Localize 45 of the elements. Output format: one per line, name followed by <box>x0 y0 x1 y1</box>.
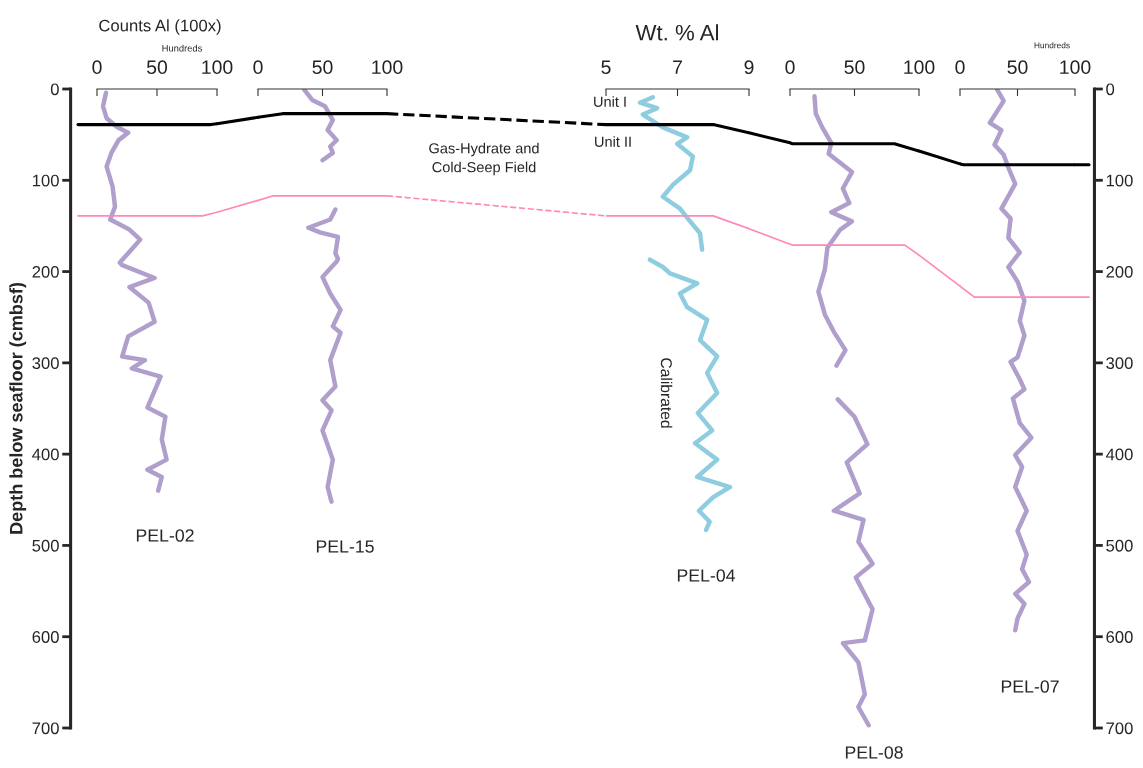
y-tick-label: 700 <box>1106 722 1133 735</box>
y-tick-label: 600 <box>32 631 59 643</box>
x-tick-label: 50 <box>146 60 168 75</box>
x-tick-label: 50 <box>1007 60 1028 75</box>
text: Hundreds <box>162 44 202 52</box>
text: Counts Al (100x) <box>99 19 221 35</box>
x-tick-label: 100 <box>202 60 233 75</box>
y-tick-label: 300 <box>1106 357 1133 370</box>
y-tick-label: 400 <box>32 448 59 461</box>
y-tick-label: 500 <box>32 539 59 552</box>
y-tick-label: 200 <box>32 265 59 278</box>
x-tick-label: 100 <box>1060 60 1091 75</box>
annotation: Calibrated <box>660 358 673 428</box>
y-tick-label: 600 <box>1106 631 1133 643</box>
text: Hundreds <box>1034 42 1070 49</box>
x-tick-label: 100 <box>904 60 935 75</box>
annotation: PEL-04 <box>677 569 736 582</box>
text: Gas-Hydrate and Cold-Seep Field <box>429 142 539 176</box>
y-tick-label: 100 <box>1106 174 1133 187</box>
x-tick-label: 100 <box>372 60 403 75</box>
y-tick-label: 500 <box>1106 539 1133 552</box>
x-tick-label: 0 <box>955 60 965 75</box>
x-tick-label: 7 <box>673 60 682 74</box>
x-tick-label: 50 <box>312 60 333 75</box>
x-tick-label: 0 <box>253 60 263 75</box>
annotation: Unit II <box>595 136 631 147</box>
x-axis-title: Wt. % Al <box>635 24 718 41</box>
x-tick-label: 0 <box>785 60 795 75</box>
x-tick-label: 50 <box>844 60 865 75</box>
x-tick-label: 9 <box>744 60 754 75</box>
annotation: PEL-02 <box>136 529 194 542</box>
y-tick-label: 400 <box>1105 448 1133 461</box>
x-tick-label: 5 <box>601 60 611 75</box>
y-tick-label: 0 <box>50 83 59 96</box>
y-tick-label: 700 <box>32 722 59 735</box>
annotation: PEL-07 <box>1001 680 1059 693</box>
annotation: PEL-15 <box>316 540 374 553</box>
annotation: Unit I <box>594 96 626 107</box>
y-axis-title: Depth below seafloor (cmbsf) <box>9 282 27 534</box>
y-tick-label: 300 <box>32 357 59 370</box>
text: PEL-08 <box>845 746 903 759</box>
y-tick-label: 200 <box>1106 265 1133 278</box>
x-tick-label: 0 <box>92 60 102 75</box>
y-tick-label: 100 <box>32 174 59 187</box>
y-tick-label: 0 <box>1106 83 1115 96</box>
